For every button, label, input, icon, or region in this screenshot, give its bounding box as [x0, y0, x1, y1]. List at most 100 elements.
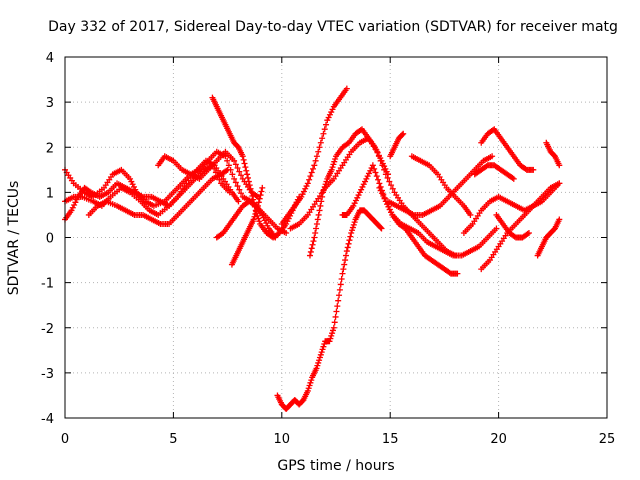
- data-point: [309, 241, 316, 248]
- series-track-22: [493, 211, 532, 241]
- data-point: [378, 225, 385, 232]
- x-axis-label: GPS time / hours: [277, 458, 394, 474]
- data-point: [299, 191, 306, 198]
- data-point: [337, 281, 344, 288]
- data-point: [335, 297, 342, 304]
- y-tick-label: 3: [46, 96, 54, 111]
- data-point: [329, 330, 336, 337]
- data-point: [240, 156, 247, 163]
- data-point: [556, 162, 563, 169]
- data-point: [313, 153, 320, 160]
- data-point: [310, 238, 317, 245]
- data-point: [307, 173, 314, 180]
- data-point: [321, 126, 328, 133]
- data-point: [127, 175, 134, 182]
- data-point: [303, 183, 310, 190]
- data-point: [224, 157, 231, 164]
- data-point: [310, 165, 317, 172]
- data-point: [244, 171, 251, 178]
- data-point: [385, 203, 392, 210]
- data-point: [316, 144, 323, 151]
- data-point: [350, 202, 357, 209]
- data-point: [314, 362, 321, 369]
- grid: [65, 57, 607, 418]
- data-point: [329, 164, 336, 171]
- data-point: [86, 188, 93, 195]
- data-point: [350, 221, 357, 228]
- data-point: [454, 270, 461, 277]
- series-track-3: [62, 162, 233, 223]
- data-point: [223, 167, 230, 174]
- data-point: [242, 164, 249, 171]
- data-point: [72, 199, 79, 206]
- data-point: [313, 365, 320, 372]
- data-point: [381, 195, 388, 202]
- data-point: [328, 109, 335, 116]
- data-point: [130, 183, 137, 190]
- data-point: [346, 237, 353, 244]
- data-point: [305, 385, 312, 392]
- data-point: [236, 186, 243, 193]
- data-point: [69, 204, 76, 211]
- data-point: [255, 199, 262, 206]
- series-track-7: [213, 198, 279, 241]
- data-point: [389, 185, 396, 192]
- data-point: [319, 135, 326, 142]
- series-track-19: [471, 162, 517, 182]
- data-point: [377, 187, 384, 194]
- axis-ticks: 0 5 10 15 20 25 -4 -3 -2 -1 0 1 2 3 4: [41, 51, 615, 447]
- x-tick-label: 15: [382, 432, 399, 447]
- series-track-18: [478, 126, 537, 173]
- data-point: [308, 377, 315, 384]
- data-point: [224, 166, 231, 173]
- data-point: [331, 158, 338, 165]
- data-point: [381, 166, 388, 173]
- data-point: [329, 106, 336, 113]
- data-point: [318, 349, 325, 356]
- data-point: [489, 153, 496, 160]
- data-point: [399, 131, 406, 138]
- data-point: [348, 229, 355, 236]
- data-point: [362, 178, 369, 185]
- data-point: [308, 169, 315, 176]
- data-point: [244, 174, 251, 181]
- y-tick-label: 2: [46, 141, 54, 156]
- data-point: [311, 234, 318, 241]
- data-point: [358, 186, 365, 193]
- data-point: [317, 202, 324, 209]
- data-point: [330, 161, 337, 168]
- data-point: [400, 130, 407, 137]
- data-point: [344, 244, 351, 251]
- series-track-4: [85, 166, 231, 227]
- data-point: [386, 178, 393, 185]
- data-point: [388, 209, 395, 216]
- data-point: [308, 245, 315, 252]
- data-point: [351, 219, 358, 226]
- data-point: [332, 313, 339, 320]
- data-point: [330, 324, 337, 331]
- data-point: [73, 196, 80, 203]
- data-point: [302, 185, 309, 192]
- data-point: [364, 173, 371, 180]
- data-point: [320, 130, 327, 137]
- data-point: [556, 216, 563, 223]
- data-point: [345, 240, 352, 247]
- data-point: [313, 220, 320, 227]
- data-point: [315, 148, 322, 155]
- y-tick-label: -2: [41, 322, 54, 337]
- data-point: [229, 171, 236, 178]
- data-point: [312, 229, 319, 236]
- data-point: [251, 213, 258, 220]
- data-point: [312, 157, 319, 164]
- data-point: [246, 182, 253, 189]
- data-point: [238, 190, 245, 197]
- data-point: [342, 252, 349, 259]
- data-point: [307, 248, 314, 255]
- data-point: [354, 194, 361, 201]
- data-point: [231, 157, 238, 164]
- data-point: [342, 257, 349, 264]
- data-point: [232, 161, 239, 168]
- y-axis-label: SDTVAR / TECUs: [6, 181, 22, 296]
- data-point: [225, 162, 232, 169]
- data-point: [261, 217, 268, 224]
